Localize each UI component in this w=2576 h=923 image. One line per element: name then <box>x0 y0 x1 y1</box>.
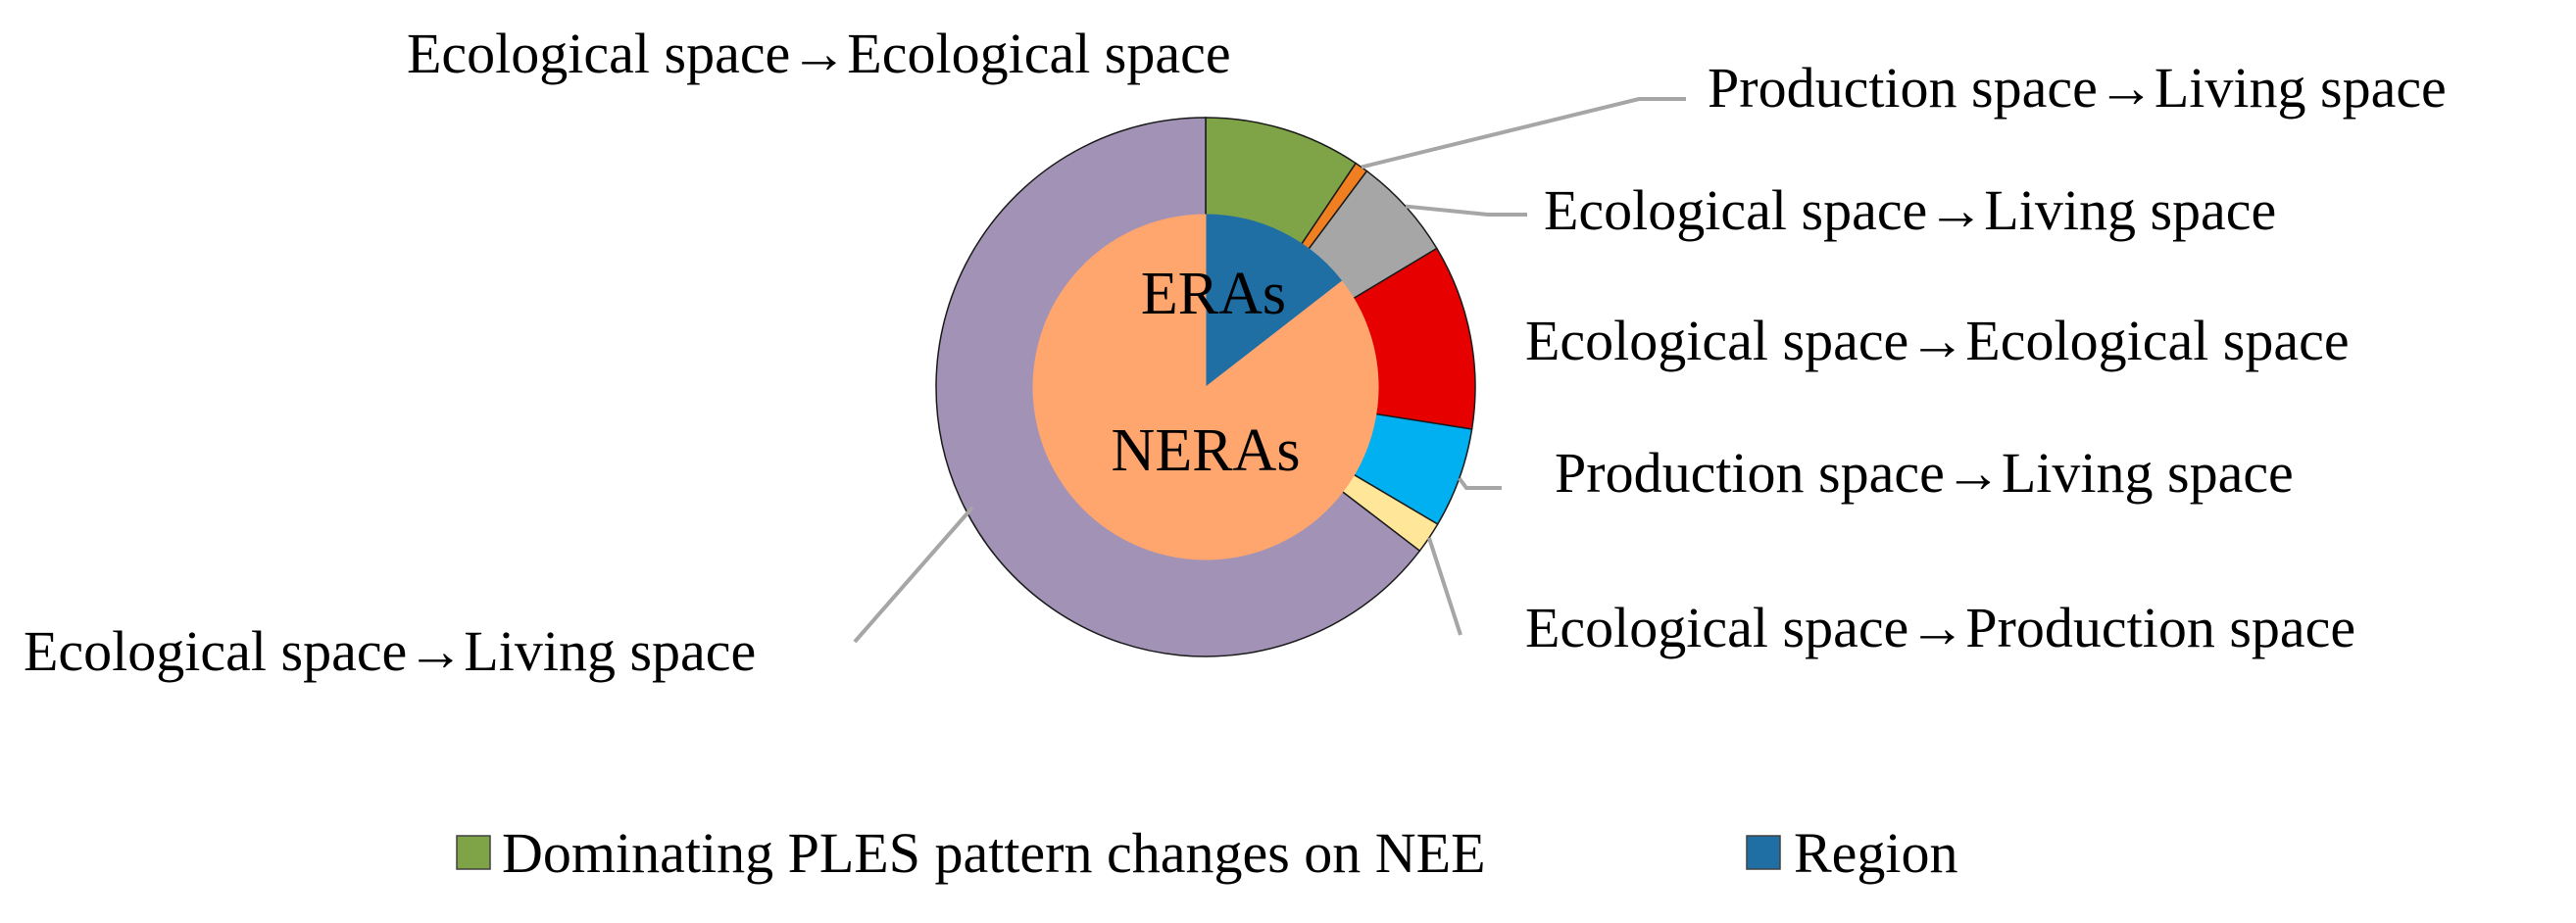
inner-slice-eras <box>1205 214 1343 389</box>
inner-label-eras: ERAs <box>1141 261 1286 327</box>
inner-label-neras: NERAs <box>1112 417 1301 484</box>
leader-line-3 <box>1405 204 1527 217</box>
outer-labels: Ecological space→Ecological space Produc… <box>24 22 2447 683</box>
legend-label-ples: Dominating PLES pattern changes on NEE <box>502 821 1486 885</box>
inner-slice-neras <box>1032 214 1379 560</box>
leader-line-5 <box>1458 476 1502 490</box>
outer-label-eco-eco-1: Ecological space→Ecological space <box>407 22 1231 85</box>
leader-line-6 <box>1427 537 1462 636</box>
outer-label-prod-living-1: Production space→Living space <box>1708 56 2447 120</box>
leader-line-7 <box>853 506 974 644</box>
outer-label-eco-eco-2: Ecological space→Ecological space <box>1525 309 2350 372</box>
leader-lines <box>853 97 1686 644</box>
legend-swatch-ples <box>456 835 491 870</box>
legend: Dominating PLES pattern changes on NEE R… <box>456 821 1958 885</box>
outer-label-eco-living-1: Ecological space→Living space <box>1544 178 2276 242</box>
outer-label-eco-production: Ecological space→Production space <box>1525 596 2355 659</box>
legend-swatch-region <box>1746 835 1781 870</box>
inner-labels: ERAs NERAs <box>1112 261 1301 484</box>
outer-label-eco-living-2: Ecological space→Living space <box>24 619 756 683</box>
legend-label-region: Region <box>1794 821 1958 885</box>
outer-label-prod-living-2: Production space→Living space <box>1555 441 2294 505</box>
inner-pie <box>1032 214 1379 560</box>
leader-line-2 <box>1361 97 1686 170</box>
